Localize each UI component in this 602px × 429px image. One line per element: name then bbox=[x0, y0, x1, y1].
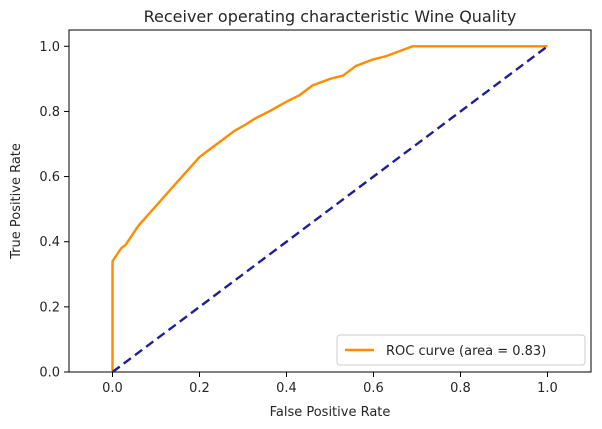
legend-label-roc: ROC curve (area = 0.83) bbox=[386, 344, 546, 359]
y-axis-label: True Positive Rate bbox=[9, 143, 24, 260]
chance-diagonal-line bbox=[111, 45, 549, 373]
y-tick-label: 0.2 bbox=[39, 300, 60, 315]
legend: ROC curve (area = 0.83) bbox=[336, 334, 586, 366]
y-tick-label: 1.0 bbox=[39, 40, 60, 55]
y-axis: 0.0 0.2 0.4 0.6 0.8 1.0 bbox=[39, 40, 69, 381]
x-tick-label: 0.0 bbox=[102, 381, 123, 396]
x-tick-label: 0.6 bbox=[363, 381, 384, 396]
y-tick-label: 0.4 bbox=[39, 235, 60, 250]
chart-title: Receiver operating characteristic Wine Q… bbox=[144, 7, 517, 26]
y-tick-label: 0.0 bbox=[39, 366, 60, 381]
x-tick-label: 1.0 bbox=[537, 381, 558, 396]
plot-frame bbox=[68, 29, 592, 373]
x-axis-label: False Positive Rate bbox=[270, 405, 391, 420]
plot-area bbox=[68, 29, 592, 373]
x-tick-label: 0.4 bbox=[276, 381, 297, 396]
series-layer bbox=[111, 45, 549, 373]
legend-box bbox=[336, 334, 586, 366]
x-axis: 0.0 0.2 0.4 0.6 0.8 1.0 bbox=[102, 372, 558, 396]
roc-curve-line bbox=[111, 45, 548, 372]
y-tick-label: 0.8 bbox=[39, 105, 60, 120]
y-tick-label: 0.6 bbox=[39, 170, 60, 185]
x-tick-label: 0.8 bbox=[450, 381, 471, 396]
x-tick-label: 0.2 bbox=[189, 381, 210, 396]
